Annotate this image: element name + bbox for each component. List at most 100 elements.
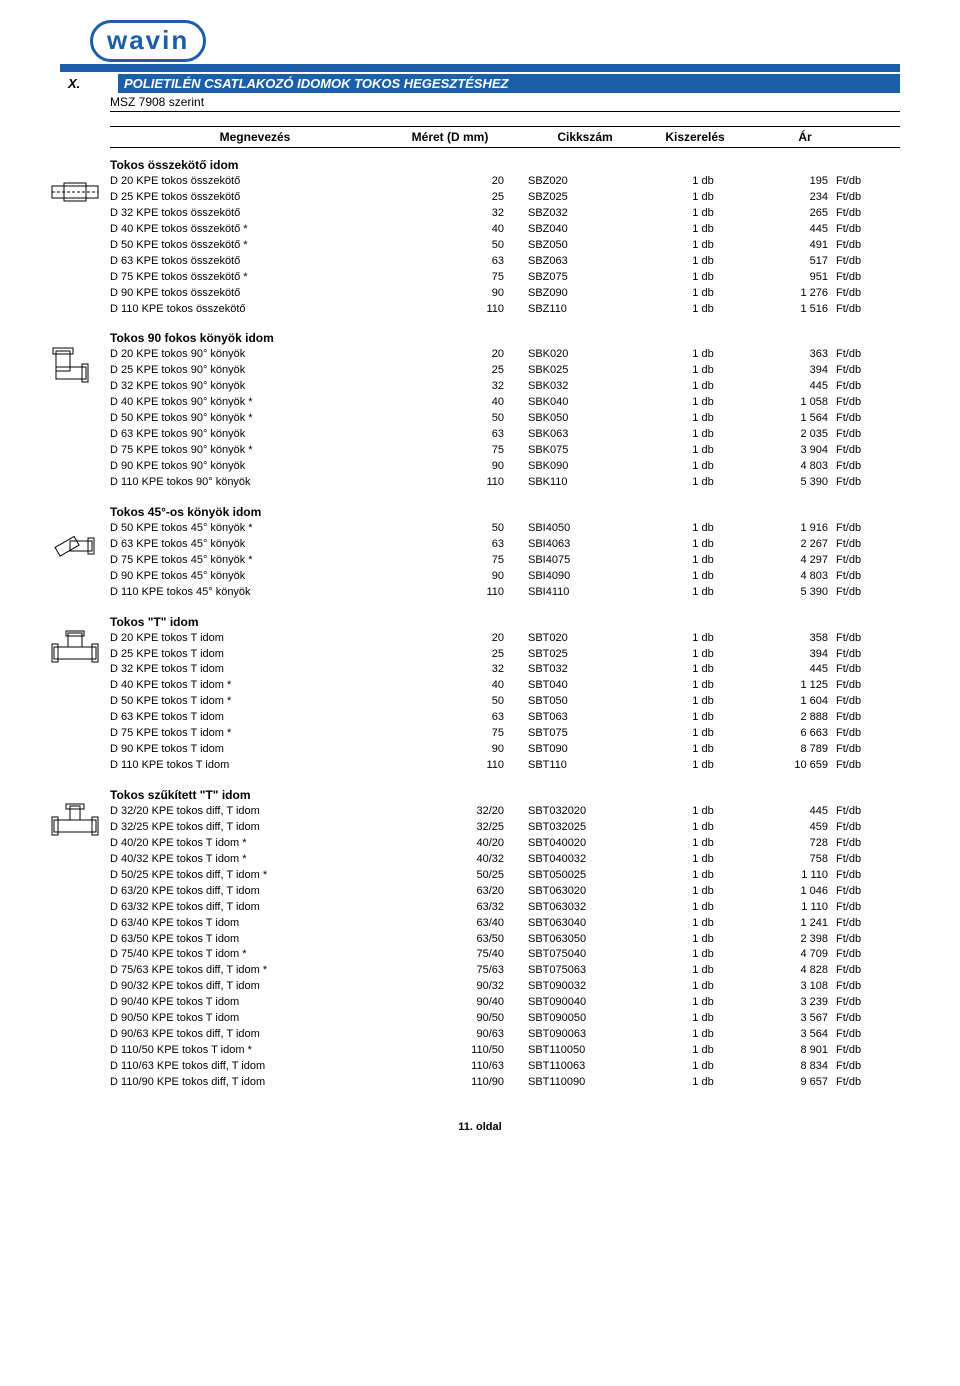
cell-pack: 1 db xyxy=(658,475,748,491)
cell-name: D 25 KPE tokos 90° könyök xyxy=(110,363,404,379)
cell-size: 90/50 xyxy=(404,1011,508,1027)
cell-unit: Ft/db xyxy=(828,553,886,569)
col-header-pack: Kiszerelés xyxy=(650,130,740,144)
cell-pack: 1 db xyxy=(658,979,748,995)
cell-size: 50 xyxy=(404,411,508,427)
cell-size: 63/20 xyxy=(404,884,508,900)
cell-pack: 1 db xyxy=(658,884,748,900)
table-row: D 110/63 KPE tokos diff, T idom110/63SBT… xyxy=(110,1059,900,1075)
table-row: D 50 KPE tokos 90° könyök *50SBK0501 db1… xyxy=(110,411,900,427)
table-row: D 20 KPE tokos 90° könyök20SBK0201 db363… xyxy=(110,347,900,363)
cell-name: D 63/50 KPE tokos T idom xyxy=(110,932,404,948)
cell-unit: Ft/db xyxy=(828,963,886,979)
cell-pack: 1 db xyxy=(658,270,748,286)
cell-price: 6 663 xyxy=(748,726,828,742)
cell-price: 445 xyxy=(748,804,828,820)
cell-code: SBT040032 xyxy=(508,852,658,868)
table-row: D 110 KPE tokos 90° könyök110SBK1101 db5… xyxy=(110,475,900,491)
cell-pack: 1 db xyxy=(658,521,748,537)
cell-name: D 63 KPE tokos 45° könyök xyxy=(110,537,404,553)
cell-unit: Ft/db xyxy=(828,979,886,995)
cell-pack: 1 db xyxy=(658,459,748,475)
cell-size: 50/25 xyxy=(404,868,508,884)
cell-name: D 32 KPE tokos T idom xyxy=(110,662,404,678)
cell-code: SBK020 xyxy=(508,347,658,363)
cell-price: 10 659 xyxy=(748,758,828,774)
cell-size: 75 xyxy=(404,270,508,286)
cell-pack: 1 db xyxy=(658,820,748,836)
page-footer: 11. oldal xyxy=(60,1121,900,1133)
cell-price: 4 828 xyxy=(748,963,828,979)
col-header-name: Megnevezés xyxy=(110,130,400,144)
cell-pack: 1 db xyxy=(658,710,748,726)
cell-price: 3 567 xyxy=(748,1011,828,1027)
cell-code: SBT063 xyxy=(508,710,658,726)
cell-code: SBT063040 xyxy=(508,916,658,932)
cell-price: 1 564 xyxy=(748,411,828,427)
cell-unit: Ft/db xyxy=(828,647,886,663)
table-row: D 50 KPE tokos összekötő *50SBZ0501 db49… xyxy=(110,238,900,254)
cell-price: 2 035 xyxy=(748,427,828,443)
cell-size: 50 xyxy=(404,238,508,254)
cell-pack: 1 db xyxy=(658,916,748,932)
cell-pack: 1 db xyxy=(658,411,748,427)
cell-size: 90/40 xyxy=(404,995,508,1011)
cell-name: D 110 KPE tokos összekötő xyxy=(110,302,404,318)
cell-unit: Ft/db xyxy=(828,678,886,694)
cell-unit: Ft/db xyxy=(828,569,886,585)
cell-code: SBI4050 xyxy=(508,521,658,537)
table-row: D 110/50 KPE tokos T idom *110/50SBT1100… xyxy=(110,1043,900,1059)
table-row: D 40 KPE tokos összekötő *40SBZ0401 db44… xyxy=(110,222,900,238)
cell-name: D 40 KPE tokos T idom * xyxy=(110,678,404,694)
cell-name: D 20 KPE tokos T idom xyxy=(110,631,404,647)
cell-code: SBT063032 xyxy=(508,900,658,916)
cell-price: 1 110 xyxy=(748,900,828,916)
table-row: D 90 KPE tokos T idom90SBT0901 db8 789Ft… xyxy=(110,742,900,758)
section: Tokos 90 fokos könyök idomD 20 KPE tokos… xyxy=(110,331,900,490)
cell-price: 3 108 xyxy=(748,979,828,995)
cell-size: 40 xyxy=(404,678,508,694)
table-row: D 32/20 KPE tokos diff, T idom32/20SBT03… xyxy=(110,804,900,820)
table-row: D 63 KPE tokos 45° könyök63SBI40631 db2 … xyxy=(110,537,900,553)
cell-name: D 90/40 KPE tokos T idom xyxy=(110,995,404,1011)
cell-price: 394 xyxy=(748,647,828,663)
cell-code: SBT090 xyxy=(508,742,658,758)
cell-unit: Ft/db xyxy=(828,852,886,868)
cell-size: 63 xyxy=(404,427,508,443)
section-title: Tokos szűkített "T" idom xyxy=(110,788,900,802)
cell-name: D 90/32 KPE tokos diff, T idom xyxy=(110,979,404,995)
cell-price: 358 xyxy=(748,631,828,647)
cell-code: SBT110063 xyxy=(508,1059,658,1075)
table-row: D 63 KPE tokos 90° könyök63SBK0631 db2 0… xyxy=(110,427,900,443)
cell-price: 1 604 xyxy=(748,694,828,710)
cell-pack: 1 db xyxy=(658,947,748,963)
cell-price: 9 657 xyxy=(748,1075,828,1091)
cell-code: SBT075063 xyxy=(508,963,658,979)
cell-price: 195 xyxy=(748,174,828,190)
cell-size: 40/20 xyxy=(404,836,508,852)
cell-size: 40 xyxy=(404,395,508,411)
cell-size: 63 xyxy=(404,254,508,270)
cell-pack: 1 db xyxy=(658,647,748,663)
cell-size: 63/50 xyxy=(404,932,508,948)
cell-pack: 1 db xyxy=(658,302,748,318)
table-row: D 25 KPE tokos 90° könyök25SBK0251 db394… xyxy=(110,363,900,379)
brand-logo-text: wavin xyxy=(90,20,206,62)
cell-code: SBT040 xyxy=(508,678,658,694)
cell-unit: Ft/db xyxy=(828,900,886,916)
cell-unit: Ft/db xyxy=(828,1059,886,1075)
cell-pack: 1 db xyxy=(658,286,748,302)
cell-unit: Ft/db xyxy=(828,836,886,852)
cell-pack: 1 db xyxy=(658,995,748,1011)
cell-code: SBT090063 xyxy=(508,1027,658,1043)
cell-price: 758 xyxy=(748,852,828,868)
cell-unit: Ft/db xyxy=(828,662,886,678)
cell-name: D 90/50 KPE tokos T idom xyxy=(110,1011,404,1027)
cell-size: 20 xyxy=(404,174,508,190)
cell-code: SBK090 xyxy=(508,459,658,475)
section-title: Tokos 45°-os könyök idom xyxy=(110,505,900,519)
cell-size: 25 xyxy=(404,190,508,206)
cell-size: 110 xyxy=(404,758,508,774)
table-row: D 32 KPE tokos összekötő32SBZ0321 db265F… xyxy=(110,206,900,222)
cell-size: 90 xyxy=(404,569,508,585)
